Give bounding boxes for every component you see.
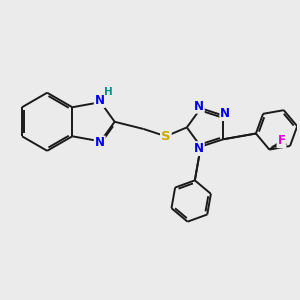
Text: N: N <box>194 142 204 155</box>
Text: H: H <box>104 87 113 97</box>
Text: N: N <box>95 136 105 149</box>
Text: F: F <box>278 134 286 147</box>
Text: N: N <box>220 107 230 120</box>
Text: N: N <box>194 100 204 113</box>
Text: S: S <box>161 130 171 143</box>
Text: N: N <box>95 94 105 107</box>
